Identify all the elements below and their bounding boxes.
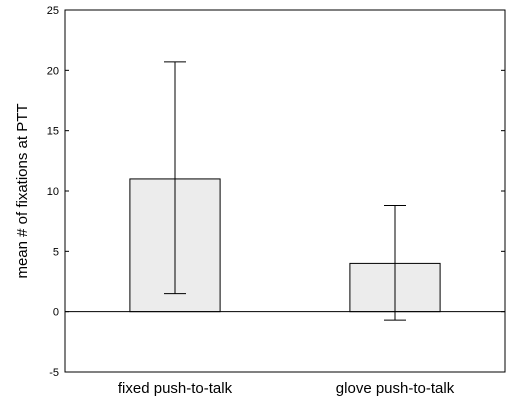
y-ticks: -5 0 5 10 15 20 25 <box>47 5 505 379</box>
x-category-label: glove push-to-talk <box>336 380 455 397</box>
y-tick-label: -5 <box>49 367 59 379</box>
y-axis-label: mean # of fixations at PTT <box>14 103 31 278</box>
y-tick-label: 15 <box>47 126 59 138</box>
y-tick-label: 25 <box>47 5 59 17</box>
error-bars <box>164 61 406 321</box>
x-category-labels: fixed push-to-talk glove push-to-talk <box>118 380 455 397</box>
y-tick-label: 20 <box>47 65 59 77</box>
y-tick-label: 5 <box>53 246 59 258</box>
y-tick-label: 0 <box>53 307 59 319</box>
x-category-label: fixed push-to-talk <box>118 380 233 397</box>
bars <box>129 178 441 313</box>
y-tick-label: 10 <box>47 186 59 198</box>
